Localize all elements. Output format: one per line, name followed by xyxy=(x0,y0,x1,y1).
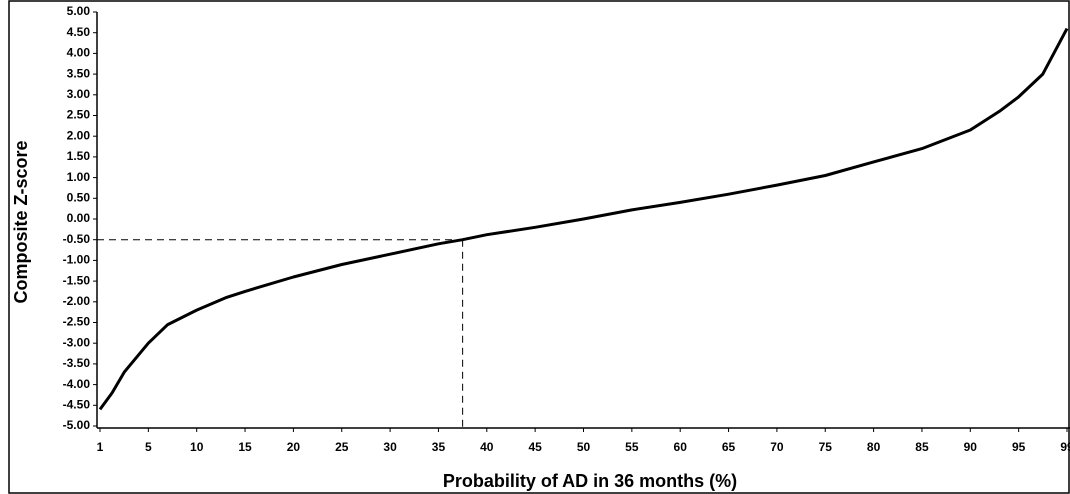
y-tick-label: 1.50 xyxy=(67,149,91,163)
x-tick-label: 75 xyxy=(819,440,833,454)
x-tick-label: 45 xyxy=(528,440,542,454)
y-tick-label: -3.50 xyxy=(63,356,91,370)
x-tick-label: 50 xyxy=(577,440,591,454)
y-axis-title: Composite Z-score xyxy=(11,140,31,303)
frame xyxy=(8,0,1070,494)
x-tick-label: 30 xyxy=(383,440,397,454)
x-tick-label: 1 xyxy=(97,440,104,454)
y-tick-label: -1.00 xyxy=(63,253,91,267)
y-tick-label: 0.00 xyxy=(67,211,91,225)
x-tick-label: 10 xyxy=(190,440,204,454)
y-tick-label: 2.50 xyxy=(67,108,91,122)
y-tick-label: -0.50 xyxy=(63,232,91,246)
x-tick-label: 35 xyxy=(432,440,446,454)
x-tick-label: 70 xyxy=(770,440,784,454)
x-tick-label: 20 xyxy=(287,440,301,454)
y-tick-label: 1.00 xyxy=(67,170,91,184)
x-tick-label: 90 xyxy=(964,440,978,454)
y-tick-label: -4.50 xyxy=(63,397,91,411)
x-tick-label: 99 xyxy=(1060,440,1070,454)
x-tick-label: 55 xyxy=(625,440,639,454)
x-axis-title: Probability of AD in 36 months (%) xyxy=(443,471,737,491)
data-line xyxy=(98,27,1069,411)
x-tick-label: 65 xyxy=(722,440,736,454)
x-tick-label: 60 xyxy=(674,440,688,454)
y-tick-label: -1.50 xyxy=(63,273,91,287)
y-tick-label: -3.00 xyxy=(63,335,91,349)
y-tick-label: -2.50 xyxy=(63,315,91,329)
x-tick-label: 80 xyxy=(867,440,881,454)
y-tick-label: 4.00 xyxy=(67,46,91,60)
x-tick-label: 25 xyxy=(335,440,349,454)
x-tick-label: 40 xyxy=(480,440,494,454)
x-tick-label: 5 xyxy=(145,440,152,454)
y-tick-label: 2.00 xyxy=(67,128,91,142)
x-tick-label: 95 xyxy=(1012,440,1026,454)
y-tick-label: 3.00 xyxy=(67,87,91,101)
y-tick-label: 4.50 xyxy=(67,25,91,39)
x-tick-label: 85 xyxy=(915,440,929,454)
x-tick-label: 15 xyxy=(238,440,252,454)
y-tick-label: 3.50 xyxy=(67,66,91,80)
y-tick-label: -4.00 xyxy=(63,377,91,391)
y-tick-label: 0.50 xyxy=(67,190,91,204)
y-tick-label: -5.00 xyxy=(63,418,91,432)
y-tick-label: -2.00 xyxy=(63,294,91,308)
y-tick-label: 5.00 xyxy=(67,4,91,18)
